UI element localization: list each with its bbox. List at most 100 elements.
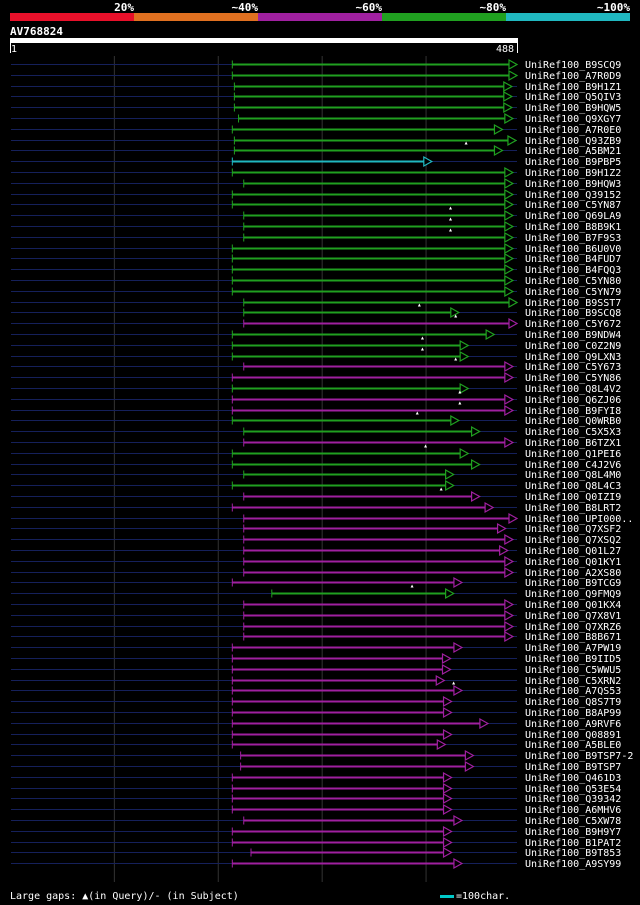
hit-label: UniRef100_B8LRT2	[525, 503, 621, 514]
hit-arrowhead	[453, 684, 464, 697]
hit-row[interactable]: UniRef100_B7F9S3	[11, 228, 621, 245]
hit-row[interactable]: UniRef100_A5BM21	[11, 141, 621, 158]
hit-row[interactable]: UniRef100_B9SST7	[11, 296, 621, 309]
hit-row[interactable]: UniRef100_C5YN80	[11, 274, 621, 287]
hit-row[interactable]: UniRef100_Q9FMQ9	[11, 584, 621, 601]
hit-row[interactable]: UniRef100_C5Y673	[11, 357, 621, 374]
hit-row[interactable]: UniRef100_A7R0D9	[11, 69, 621, 82]
hit-row[interactable]: UniRef100_Q461D3	[11, 771, 621, 784]
hit-label: UniRef100_B6U0V0	[525, 244, 621, 255]
hit-row[interactable]: UniRef100_C0Z2N9	[11, 336, 621, 353]
hit-row[interactable]: UniRef100_B6U0V0	[11, 242, 621, 255]
hit-row[interactable]: UniRef100_Q39342	[11, 792, 621, 805]
query-bar	[10, 38, 518, 43]
hit-arrowhead	[470, 425, 481, 438]
hit-arrowhead	[453, 814, 464, 827]
hit-row[interactable]: UniRef100_B1PAT2	[11, 836, 621, 849]
hit-row[interactable]: UniRef100_C5YN86	[11, 371, 621, 384]
hit-row[interactable]: UniRef100_B9SCQ9	[11, 58, 621, 71]
hit-label: UniRef100_Q6ZJ06	[525, 395, 621, 406]
hit-row[interactable]: UniRef100_Q9XGY7	[11, 112, 621, 125]
hit-row[interactable]: UniRef100_Q0IZI9	[11, 487, 621, 504]
hit-row[interactable]: UniRef100_C5WWU5	[11, 663, 621, 676]
hit-row[interactable]: UniRef100_Q7X8V1	[11, 609, 621, 622]
hit-row[interactable]: UniRef100_Q08891	[11, 728, 621, 741]
hit-row[interactable]: UniRef100_B9IID5	[11, 652, 621, 665]
hit-label: UniRef100_Q93ZB9	[525, 136, 621, 147]
hit-row[interactable]: UniRef100_Q1PEI6	[11, 444, 621, 461]
hit-row[interactable]: UniRef100_A9RVF6	[11, 717, 621, 730]
hit-row[interactable]: UniRef100_B9SCQ8	[11, 303, 621, 320]
hit-row[interactable]: UniRef100_Q8S7T9	[11, 695, 621, 708]
hit-arrowhead	[504, 566, 515, 579]
hit-arrowhead	[504, 393, 515, 406]
hit-row[interactable]: UniRef100_B9H1Z2	[11, 166, 621, 179]
hit-row[interactable]: UniRef100_C5YN87	[11, 198, 621, 211]
gaps-legend: Large gaps: ▲(in Query)/- (in Subject)	[10, 891, 239, 902]
hit-row[interactable]: UniRef100_Q01L27	[11, 544, 621, 557]
hit-row[interactable]: UniRef100_C5XW78	[11, 814, 621, 827]
hit-row[interactable]: UniRef100_B8B9K1	[11, 217, 621, 234]
scale-start-label: 1	[11, 44, 18, 55]
hit-row[interactable]: UniRef100_Q8L4M0	[11, 468, 621, 481]
hit-row[interactable]: UniRef100_A9SY99	[11, 857, 621, 870]
hit-arrowhead	[464, 749, 475, 762]
hit-row[interactable]: UniRef100_Q7XRZ6	[11, 620, 621, 633]
hit-row[interactable]: UniRef100_B9TSP7	[11, 760, 621, 773]
hit-label: UniRef100_B1PAT2	[525, 838, 621, 849]
hit-row[interactable]: UniRef100_Q7XSF2	[11, 522, 621, 535]
hit-row[interactable]: UniRef100_UPI000..	[11, 512, 633, 525]
hit-row[interactable]: UniRef100_B6TZX1	[11, 436, 621, 449]
hit-row[interactable]: UniRef100_Q6ZJ06	[11, 390, 621, 407]
hit-row[interactable]: UniRef100_B9HQW3	[11, 177, 621, 190]
hit-row[interactable]: UniRef100_B9NDW4	[11, 328, 621, 341]
hit-row[interactable]: UniRef100_C5Y672	[11, 314, 621, 331]
hit-row[interactable]: UniRef100_B8LRT2	[11, 501, 621, 514]
gap-marker	[439, 487, 443, 491]
hit-row[interactable]: UniRef100_Q69LA9	[11, 206, 621, 223]
hit-row[interactable]: UniRef100_A7PW19	[11, 641, 621, 654]
hit-row[interactable]: UniRef100_Q0WRB0	[11, 411, 621, 428]
hit-row[interactable]: UniRef100_B9HQW5	[11, 101, 621, 114]
hit-row[interactable]: UniRef100_C5X5X3	[11, 425, 621, 438]
hit-row[interactable]: UniRef100_Q8L4V2	[11, 382, 621, 395]
hit-row[interactable]: UniRef100_Q53E54	[11, 782, 621, 795]
hit-row[interactable]: UniRef100_Q93ZB9	[11, 134, 621, 147]
hit-arrowhead	[504, 242, 515, 255]
hit-row[interactable]: UniRef100_A5BLE0	[11, 738, 621, 751]
hit-row[interactable]: UniRef100_B9H1Z1	[11, 80, 621, 93]
hit-row[interactable]: UniRef100_B8AP99	[11, 706, 621, 719]
hit-label: UniRef100_Q0IZI9	[525, 492, 621, 503]
hit-row[interactable]: UniRef100_B4FQQ3	[11, 263, 621, 276]
hit-row[interactable]: UniRef100_A7QS53	[11, 681, 621, 698]
hit-row[interactable]: UniRef100_Q8L4C3	[11, 479, 621, 492]
hit-row[interactable]: UniRef100_B9TCG9	[11, 576, 621, 589]
hit-row[interactable]: UniRef100_A7R0E0	[11, 123, 621, 136]
hit-arrowhead	[442, 825, 453, 838]
hit-row[interactable]: UniRef100_Q39152	[11, 188, 621, 201]
hit-row[interactable]: UniRef100_B9FYI8	[11, 401, 621, 418]
hit-row[interactable]: UniRef100_A6MHV6	[11, 803, 621, 816]
hit-row[interactable]: UniRef100_Q01KX4	[11, 598, 621, 611]
hit-row[interactable]: UniRef100_B4FUD7	[11, 252, 621, 265]
hit-row[interactable]: UniRef100_B9TSP7-2	[11, 749, 633, 762]
hit-row[interactable]: UniRef100_C4J2V6	[11, 458, 621, 471]
hit-row[interactable]: UniRef100_C5XRN2	[11, 674, 621, 687]
hit-label: UniRef100_C5XW78	[525, 816, 621, 827]
gap-marker	[449, 228, 453, 232]
hit-arrowhead	[470, 458, 481, 471]
hit-arrowhead	[504, 436, 515, 449]
color-scale-segment	[10, 13, 134, 21]
hit-row[interactable]: UniRef100_B9H9Y7	[11, 825, 621, 838]
hit-row[interactable]: UniRef100_A2XS80	[11, 566, 621, 579]
hit-row[interactable]: UniRef100_B8B671	[11, 630, 621, 643]
hit-row[interactable]: UniRef100_C5YN79	[11, 285, 621, 298]
hit-row[interactable]: UniRef100_B9PBP5	[11, 155, 621, 168]
hit-row[interactable]: UniRef100_Q9LXN3	[11, 347, 621, 364]
gap-marker	[458, 390, 462, 394]
hit-row[interactable]: UniRef100_Q01KY1	[11, 555, 621, 568]
hit-arrowhead	[504, 263, 515, 276]
hit-row[interactable]: UniRef100_Q5QIV3	[11, 90, 621, 103]
hit-row[interactable]: UniRef100_Q7XSQ2	[11, 533, 621, 546]
hit-row[interactable]: UniRef100_B9T853	[11, 846, 621, 859]
